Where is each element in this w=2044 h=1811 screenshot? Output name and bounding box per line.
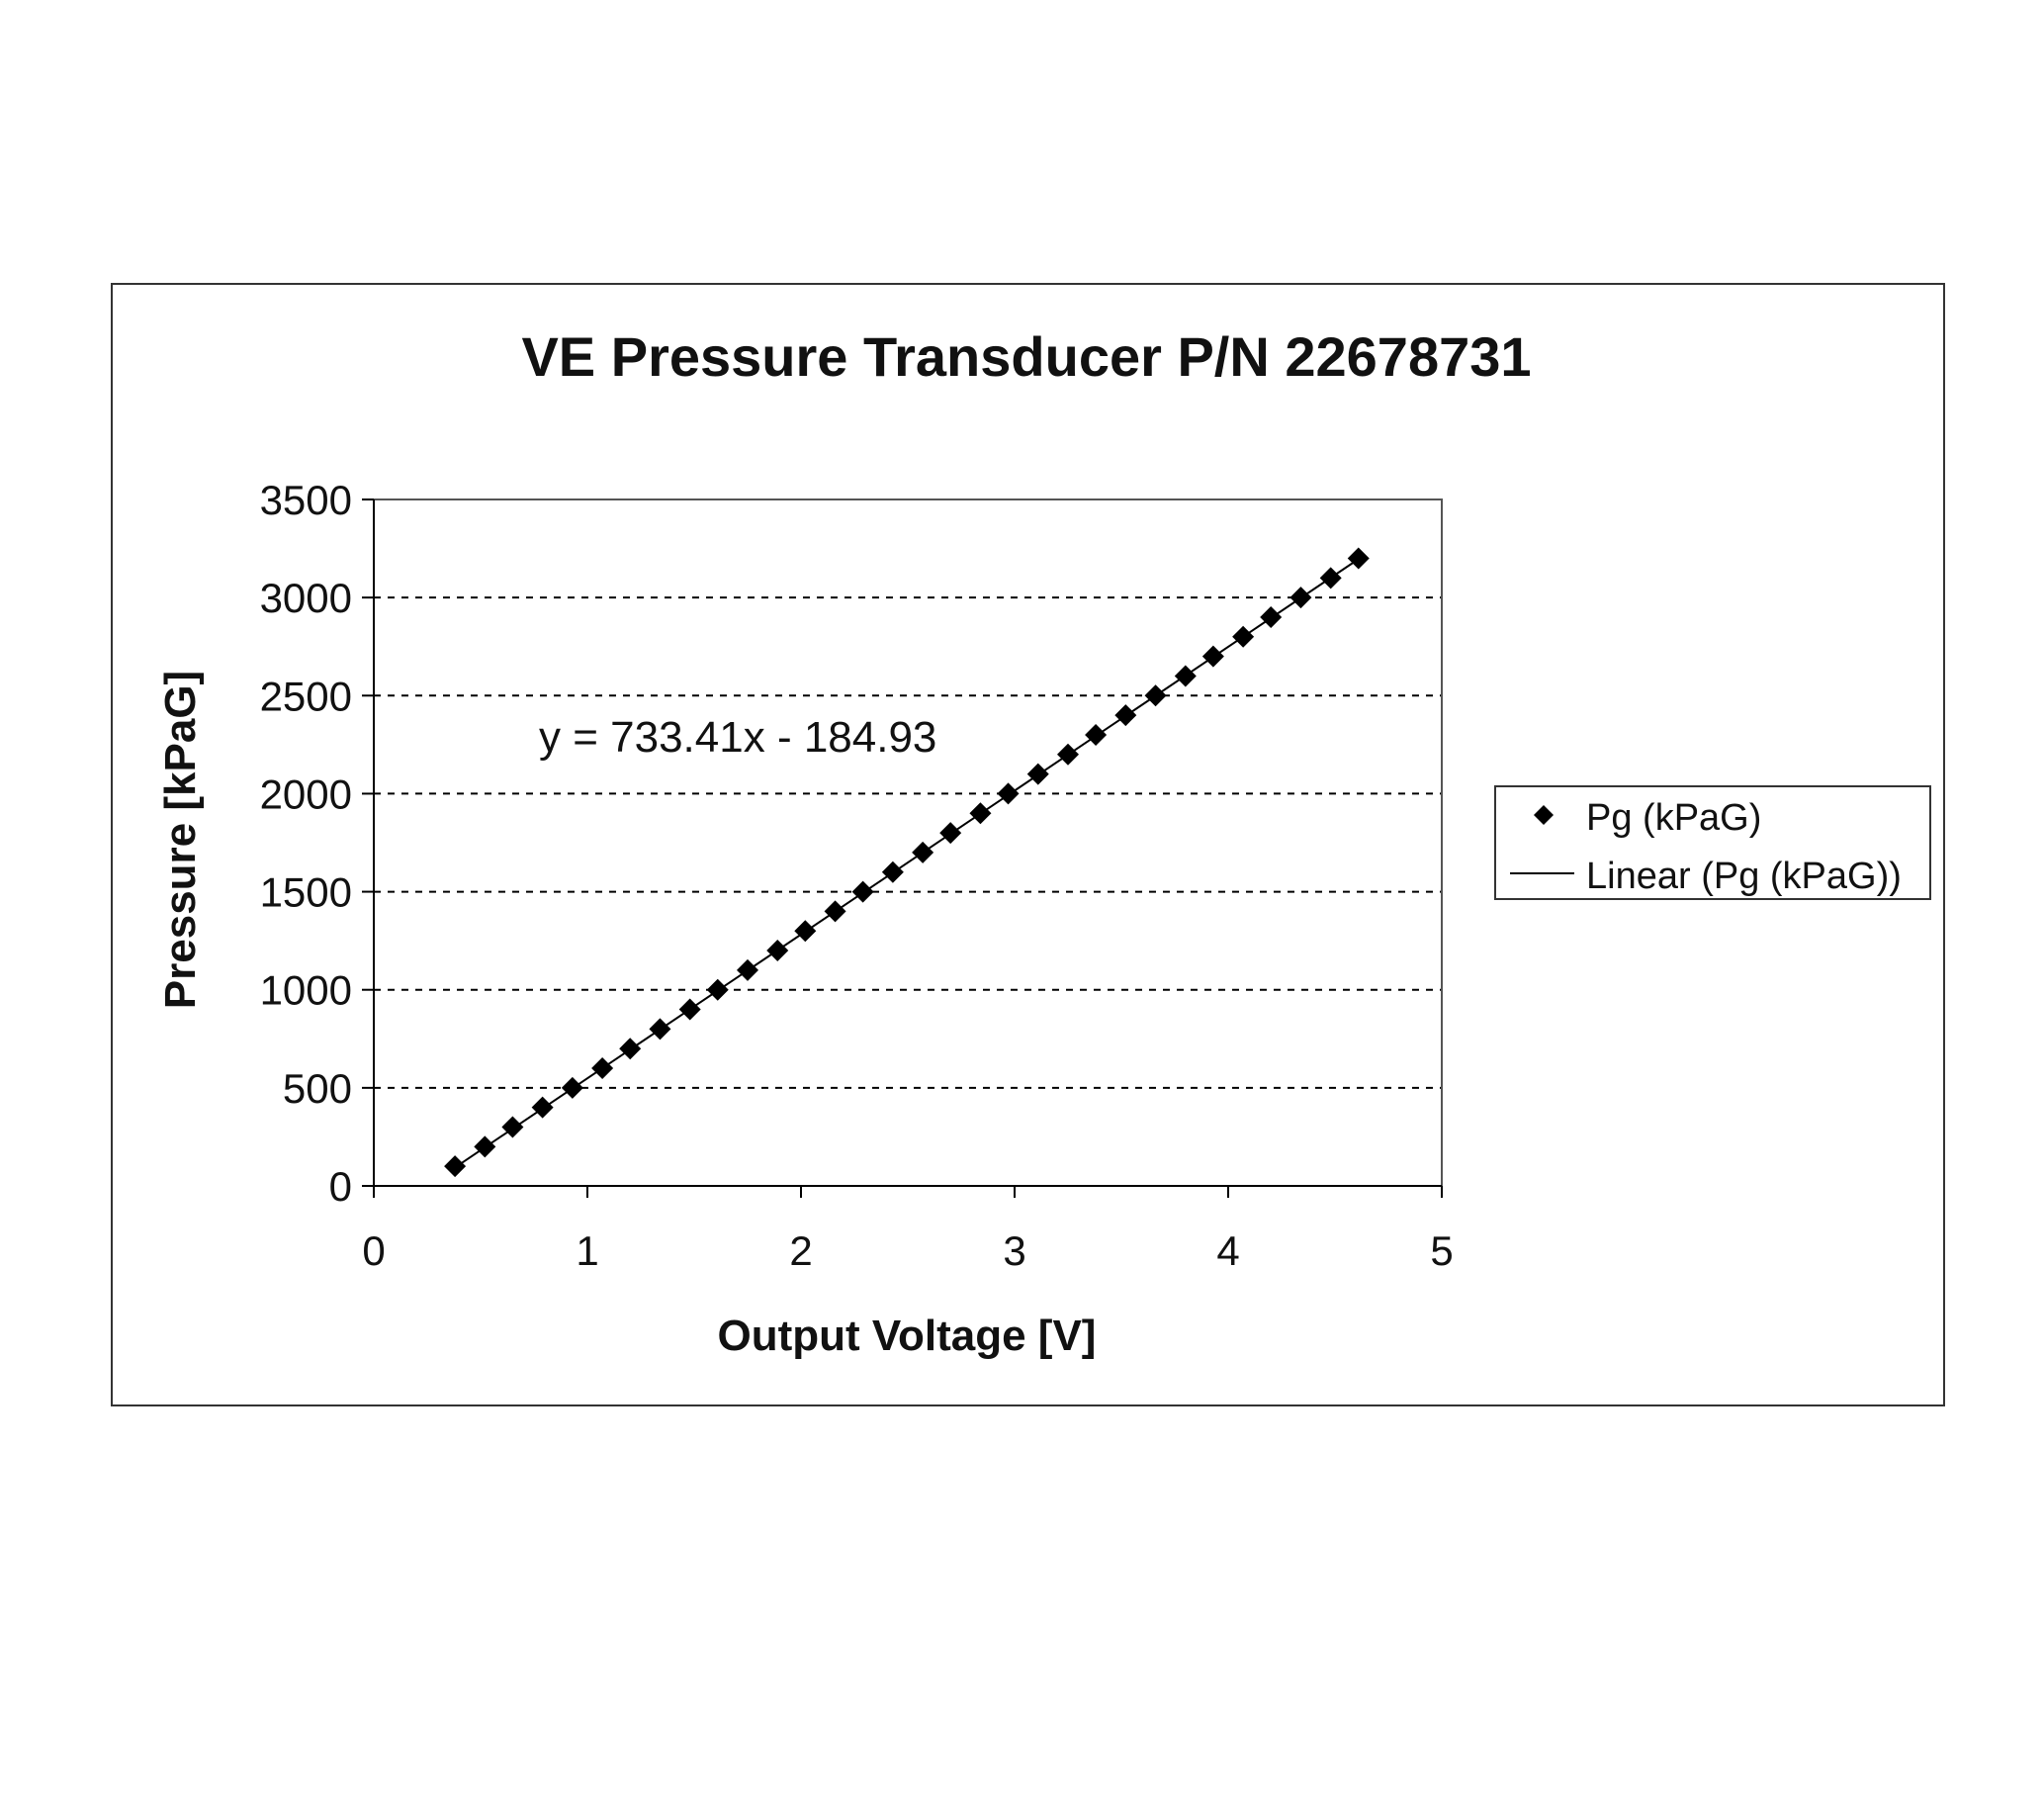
y-tick-label: 3500	[260, 477, 352, 523]
chart-title: VE Pressure Transducer P/N 22678731	[521, 325, 1531, 388]
data-point	[851, 880, 874, 903]
data-point	[1174, 665, 1197, 687]
data-point	[1232, 625, 1255, 648]
data-point	[678, 998, 701, 1021]
data-point	[939, 822, 962, 845]
x-tick-label: 0	[362, 1227, 385, 1274]
x-tick-label: 1	[576, 1227, 598, 1274]
y-tick-label: 2000	[260, 770, 352, 817]
x-tick-label: 4	[1216, 1227, 1239, 1274]
y-tick-label: 2500	[260, 673, 352, 719]
data-point	[969, 802, 992, 825]
data-point	[1144, 684, 1167, 707]
data-point	[1289, 587, 1312, 609]
data-point	[794, 920, 817, 943]
legend: Pg (kPaG) Linear (Pg (kPaG))	[1494, 785, 1931, 900]
y-tick-label: 0	[329, 1163, 352, 1210]
data-point	[474, 1135, 496, 1158]
legend-label-trendline: Linear (Pg (kPaG))	[1586, 856, 1902, 897]
data-points-layer	[444, 547, 1370, 1178]
data-point	[1057, 743, 1079, 766]
data-point	[706, 978, 729, 1001]
data-point	[1347, 547, 1370, 570]
data-point	[1114, 704, 1137, 727]
x-tick-label: 3	[1003, 1227, 1025, 1274]
y-tick-label: 500	[283, 1065, 352, 1112]
data-point	[531, 1096, 554, 1119]
y-tick-label: 1000	[260, 967, 352, 1014]
data-point	[766, 940, 789, 962]
trendline-equation: y = 733.41x - 184.93	[539, 713, 936, 762]
data-point	[649, 1018, 671, 1041]
x-tick-label: 5	[1430, 1227, 1453, 1274]
data-point	[997, 782, 1020, 805]
y-tick-label: 1500	[260, 869, 352, 916]
y-tick-label: 3000	[260, 575, 352, 621]
x-axis-label: Output Voltage [V]	[718, 1312, 1097, 1360]
data-point	[444, 1155, 467, 1178]
y-axis-label: Pressure [kPaG]	[156, 671, 205, 1009]
data-point	[1319, 567, 1342, 589]
data-point	[561, 1076, 583, 1099]
gridlines	[374, 596, 1442, 1089]
data-point	[824, 900, 846, 923]
data-point	[501, 1116, 524, 1138]
axes	[362, 498, 1443, 1198]
data-point	[912, 841, 934, 863]
legend-label-series: Pg (kPaG)	[1586, 797, 1761, 839]
data-point	[737, 958, 758, 981]
tick-labels-layer: 0 500 1000 1500 2000 2500 3000 3500 0 1 2 3 4 5	[260, 477, 1454, 1274]
data-point	[591, 1057, 614, 1080]
data-point	[1260, 605, 1283, 628]
data-point	[1026, 763, 1049, 785]
data-point	[1085, 723, 1108, 746]
data-point	[1201, 645, 1224, 668]
legend-box	[1494, 785, 1931, 900]
data-point	[881, 860, 904, 883]
legend-diamond-marker	[1534, 805, 1554, 825]
data-point	[619, 1038, 642, 1060]
x-tick-label: 2	[789, 1227, 812, 1274]
